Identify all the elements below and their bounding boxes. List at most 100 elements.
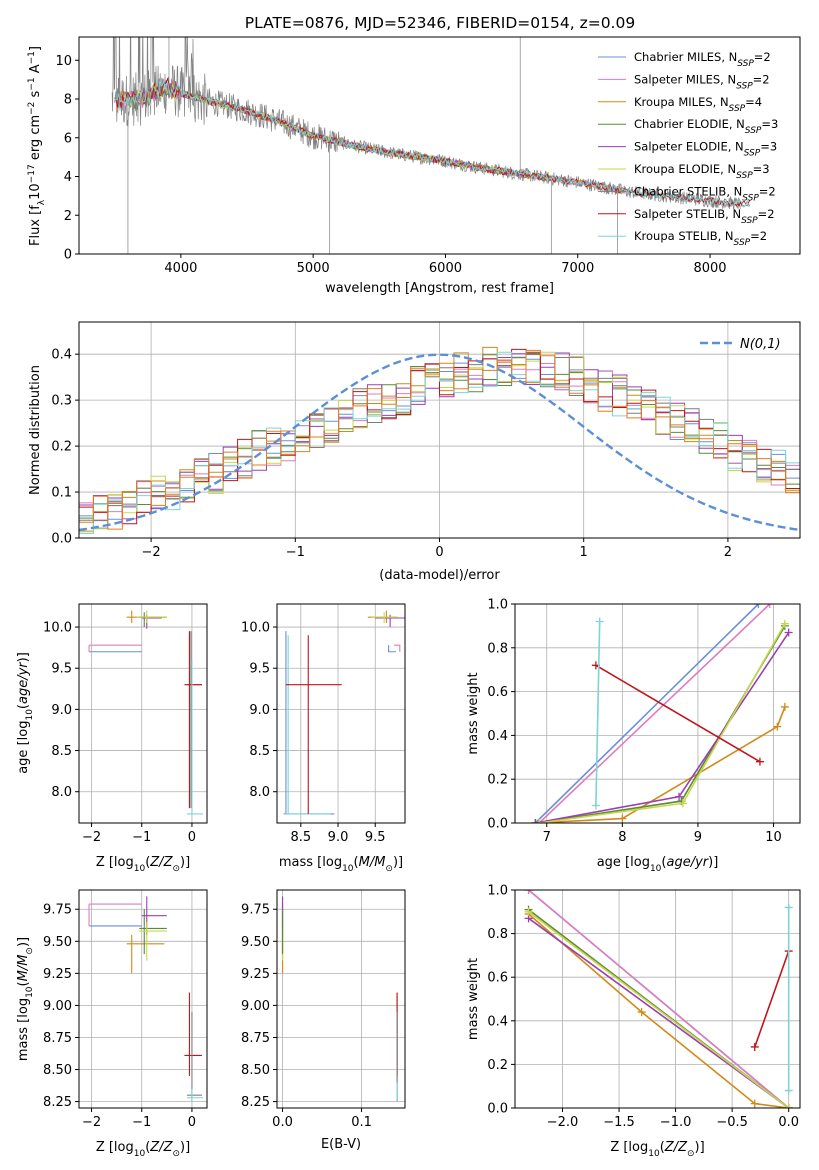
- normal-curve: [79, 353, 800, 532]
- x-tick-label: 1: [580, 545, 588, 560]
- y-tick-label: 9.0: [249, 703, 270, 718]
- x-axis-label: mass [log10(M/M⊙)]: [279, 855, 403, 874]
- plot-area: [111, 37, 751, 254]
- weight-marker: [524, 907, 533, 916]
- x-tick-label: 8.5: [290, 830, 311, 845]
- y-tick-label: 8.25: [43, 1095, 72, 1110]
- y-tick-label: 8.25: [241, 1095, 270, 1110]
- x-axis-label: (data-model)/error: [379, 568, 500, 583]
- x-tick-label: −0.5: [716, 1115, 748, 1130]
- x-axis-label: Z [log10(Z/Z⊙)]: [610, 1140, 704, 1159]
- y-tick-label: 1.0: [487, 884, 508, 899]
- x-tick-label: 0: [188, 1115, 196, 1130]
- weight-marker: [784, 1104, 793, 1108]
- y-tick-label: 8.75: [241, 1031, 270, 1046]
- y-tick-label: 9.75: [241, 903, 270, 918]
- x-tick-label: 8000: [693, 261, 726, 276]
- weight-marker: [780, 702, 789, 711]
- weight-marker: [524, 890, 533, 894]
- panel-spectrum: 4000 5000 6000 7000 8000 0 2 4 6 8 10 wavelength [A…: [27, 36, 801, 296]
- weight-line: [539, 623, 786, 823]
- weight-line: [538, 604, 771, 823]
- y-tick-label: 0.0: [51, 532, 72, 547]
- y-tick-label: 0.2: [487, 1058, 508, 1073]
- axes-frame: [78, 889, 208, 1109]
- y-tick-label: 9.25: [43, 967, 72, 982]
- plot-area: [524, 890, 793, 1108]
- weight-marker: [535, 819, 544, 823]
- x-tick-label: 8: [618, 830, 626, 845]
- legend-entry: Salpeter MILES, NSSP=2: [634, 72, 770, 91]
- panel-mass_vs_Z: −2 −1 0 8.25 8.50 8.75 9.00 9.25 9.50 9.75 Z [log1…: [16, 889, 208, 1159]
- panel-weight_vs_age: 7 8 9 10 0.0 0.2 0.4 0.6 0.8 1.0 age [log10(age/yr…: [466, 598, 801, 874]
- y-tick-label: 8.5: [51, 744, 72, 759]
- weight-marker: [784, 903, 793, 912]
- weight-line: [528, 917, 790, 1108]
- x-tick-label: −1.5: [603, 1115, 635, 1130]
- y-tick-label: 9.50: [241, 935, 270, 950]
- plot-area: [281, 896, 398, 1102]
- y-tick-label: 6: [64, 131, 72, 146]
- y-tick-label: 0.8: [487, 927, 508, 942]
- model-spectrum: [114, 80, 750, 208]
- y-tick-label: 0.2: [51, 440, 72, 455]
- panel-age_vs_Z: −2 −1 0 8.0 8.5 9.0 9.5 10.0 Z [log10(Z/Z⊙)] age …: [16, 603, 208, 874]
- axes-frame: [276, 889, 406, 1109]
- y-tick-label: 0.8: [487, 641, 508, 656]
- weight-line: [528, 913, 789, 1108]
- weight-marker: [591, 801, 600, 810]
- y-tick-label: 0.1: [51, 486, 72, 501]
- x-tick-label: 10: [765, 830, 782, 845]
- y-tick-label: 8.0: [51, 785, 72, 800]
- weight-line: [528, 911, 790, 1108]
- x-tick-label: 9: [694, 830, 702, 845]
- weight-line: [754, 950, 790, 1048]
- x-tick-label: −1: [286, 545, 305, 560]
- y-tick-label: 0.4: [51, 348, 72, 363]
- weight-line: [528, 890, 790, 1108]
- weight-line: [535, 625, 786, 823]
- panel-mass_vs_ebv: 0.0 0.1 8.25 8.50 8.75 9.00 9.25 9.50 9.75 E(B-V): [241, 889, 406, 1152]
- legend-entry: Chabrier STELIB, NSSP=2: [634, 184, 776, 203]
- legend-entry: Kroupa ELODIE, NSSP=3: [634, 162, 770, 181]
- x-axis-label: age [log10(age/yr)]: [597, 855, 719, 874]
- weight-marker: [678, 799, 687, 808]
- legend-entry: Salpeter STELIB, NSSP=2: [634, 207, 775, 226]
- x-tick-label: 5000: [297, 261, 330, 276]
- x-tick-label: −1.0: [660, 1115, 692, 1130]
- legend-entry: Kroupa MILES, NSSP=4: [634, 95, 762, 114]
- panel-age_vs_mass: 8.5 9.0 9.5 8.0 8.5 9.0 9.5 10.0 mass [log10(M/M…: [241, 603, 406, 874]
- x-tick-label: −2: [142, 545, 161, 560]
- axes-frame: [78, 36, 801, 255]
- legend: Chabrier MILES, NSSP=2 Salpeter MILES, NS…: [598, 50, 778, 248]
- y-tick-label: 0.0: [487, 817, 508, 832]
- y-axis-label: mass [log10(M/M⊙)]: [16, 937, 35, 1061]
- x-tick-label: 7: [543, 830, 551, 845]
- x-axis-label: wavelength [Angstrom, rest frame]: [325, 281, 554, 296]
- axes-frame: [276, 603, 406, 824]
- figure-title: PLATE=0876, MJD=52346, FIBERID=0154, z=0…: [245, 14, 635, 32]
- legend-entry: Salpeter ELODIE, NSSP=3: [634, 140, 777, 159]
- weight-marker: [765, 604, 774, 608]
- y-tick-label: 9.5: [249, 662, 270, 677]
- y-tick-label: 8.5: [249, 744, 270, 759]
- y-tick-label: 10: [55, 54, 72, 69]
- weight-line: [534, 604, 759, 823]
- axes-frame: [78, 603, 208, 824]
- x-tick-label: 4000: [164, 261, 197, 276]
- y-tick-label: 0.3: [51, 394, 72, 409]
- legend-entry: Chabrier ELODIE, NSSP=3: [634, 117, 778, 136]
- y-tick-label: 0.2: [487, 773, 508, 788]
- weight-marker: [784, 628, 793, 637]
- y-axis-label: mass weight: [466, 672, 481, 754]
- weight-marker: [595, 617, 604, 626]
- y-tick-label: 1.0: [487, 598, 508, 613]
- weight-marker: [675, 792, 684, 801]
- x-tick-label: 0.1: [351, 1115, 372, 1130]
- weight-line: [595, 664, 761, 763]
- weight-marker: [531, 819, 540, 823]
- x-tick-label: −2.0: [547, 1115, 579, 1130]
- weight-line: [535, 706, 786, 823]
- y-tick-label: 0: [64, 248, 72, 263]
